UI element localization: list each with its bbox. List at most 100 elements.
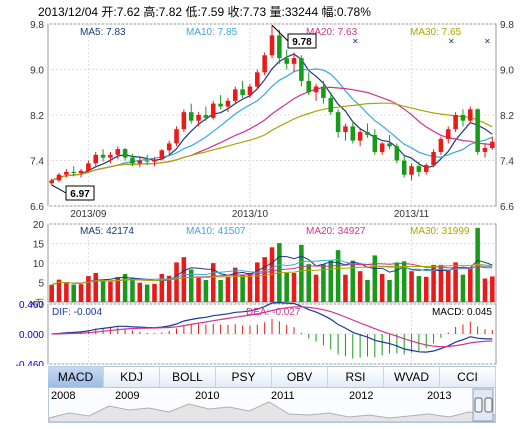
high-callout-leader (271, 24, 289, 42)
candle-body (335, 112, 341, 133)
candle-body (490, 141, 495, 148)
tab-kdj[interactable]: KDJ (104, 367, 160, 387)
volume-bar (196, 276, 201, 302)
price-ma-legend: MA30: 7.65 (410, 27, 462, 38)
candle-body (468, 109, 473, 121)
volume-bar (240, 274, 245, 302)
macd-y-tick: 0.460 (19, 300, 44, 311)
candle-body (159, 150, 165, 160)
volume-bar (482, 278, 488, 302)
volume-bar (343, 274, 348, 302)
price-y-tick-right: 6.6 (500, 202, 514, 213)
volume-bar (416, 276, 422, 302)
macd-value-label: MACD: 0.045 (432, 307, 492, 318)
volume-bar (71, 284, 76, 302)
volume-bar (350, 260, 356, 302)
candle-body (372, 134, 378, 152)
candle-body (93, 154, 99, 164)
volume-bar (159, 273, 165, 302)
candle-body (152, 159, 157, 162)
volume-bar (137, 282, 143, 302)
volume-bar (144, 284, 150, 302)
price-ma10-line (51, 68, 493, 181)
candle-body (130, 157, 135, 164)
candle-body (181, 112, 187, 130)
candle-body (64, 171, 69, 175)
volume-bar (108, 281, 113, 302)
candle-body (277, 35, 282, 59)
volume-bar (409, 271, 414, 302)
price-ma-legend: MA20: 7.63 (306, 27, 358, 38)
candle-body (313, 86, 319, 93)
price-y-tick-right: 9.0 (500, 66, 514, 77)
volume-bar (203, 279, 209, 302)
timeline-year: 2013 (427, 390, 452, 402)
macd-dif-label: DIF: -0.004 (52, 307, 102, 318)
price-y-tick-left: 6.6 (30, 202, 44, 213)
candle-body (306, 80, 311, 93)
timeline-right-handle[interactable] (484, 397, 493, 413)
candle-body (460, 115, 466, 121)
candle-body (328, 97, 334, 113)
volume-bar (475, 227, 480, 302)
candle-body (240, 89, 245, 96)
volume-bar (394, 262, 400, 302)
event-marker-icon: ✕ (484, 37, 491, 46)
candle-body (445, 129, 451, 139)
tab-obv[interactable]: OBV (272, 367, 328, 387)
candle-body (394, 146, 400, 161)
volume-bar (122, 273, 128, 302)
price-x-tick: 2013/09 (70, 209, 107, 220)
tab-boll[interactable]: BOLL (160, 367, 216, 387)
volume-bar (255, 262, 260, 302)
candle-body (144, 160, 150, 162)
price-y-tick-right: 9.8 (500, 20, 514, 31)
volume-ma-legend: MA5: 42174 (80, 226, 134, 237)
volume-y-tick: 15 (33, 240, 45, 251)
price-y-tick-left: 7.4 (30, 157, 44, 168)
tab-wvad[interactable]: WVAD (384, 367, 440, 387)
volume-ma-legend: MA30: 31999 (410, 226, 470, 237)
volume-bar (357, 271, 363, 302)
candle-body (409, 166, 414, 175)
macd-dea-label: DEA: -0.027 (246, 307, 301, 318)
candle-body (387, 143, 392, 147)
timeline-left-handle[interactable] (474, 397, 483, 413)
candle-body (56, 174, 62, 181)
candle-body (379, 143, 385, 152)
indicator-tabs: MACD KDJ BOLL PSY OBV RSI WVAD CCI (48, 366, 496, 388)
tab-macd[interactable]: MACD (48, 367, 104, 387)
high-callout-label: 9.78 (292, 37, 312, 48)
volume-bar (431, 264, 436, 302)
volume-bar (181, 257, 187, 302)
candle-body (365, 132, 370, 135)
timeline-year: 2008 (51, 390, 76, 402)
candle-body (78, 170, 84, 174)
volume-bar (115, 277, 121, 302)
tab-psy[interactable]: PSY (216, 367, 272, 387)
volume-bar (438, 264, 444, 302)
candle-body (350, 126, 356, 141)
price-y-tick-left: 8.2 (30, 111, 44, 122)
tab-rsi[interactable]: RSI (328, 367, 384, 387)
volume-bar (262, 257, 267, 302)
volume-bar (166, 275, 172, 302)
volume-bar (247, 272, 253, 302)
volume-bar (78, 284, 84, 302)
candle-body (137, 160, 143, 164)
volume-ma-legend: MA10: 41507 (186, 226, 246, 237)
timeline-range-window[interactable] (472, 388, 494, 422)
candle-body (401, 160, 407, 175)
volume-bar (313, 274, 319, 302)
candle-body (482, 147, 488, 152)
macd-y-tick: 0.000 (19, 330, 44, 341)
tab-cci[interactable]: CCI (440, 367, 496, 387)
volume-bar (445, 269, 451, 302)
price-y-tick-right: 7.4 (500, 157, 514, 168)
volume-bar (321, 264, 326, 302)
price-x-tick: 2013/11 (394, 209, 430, 220)
candle-body (321, 86, 326, 98)
timeline-navigator[interactable]: 2008 2009 2010 2011 2012 2013 (48, 387, 496, 423)
